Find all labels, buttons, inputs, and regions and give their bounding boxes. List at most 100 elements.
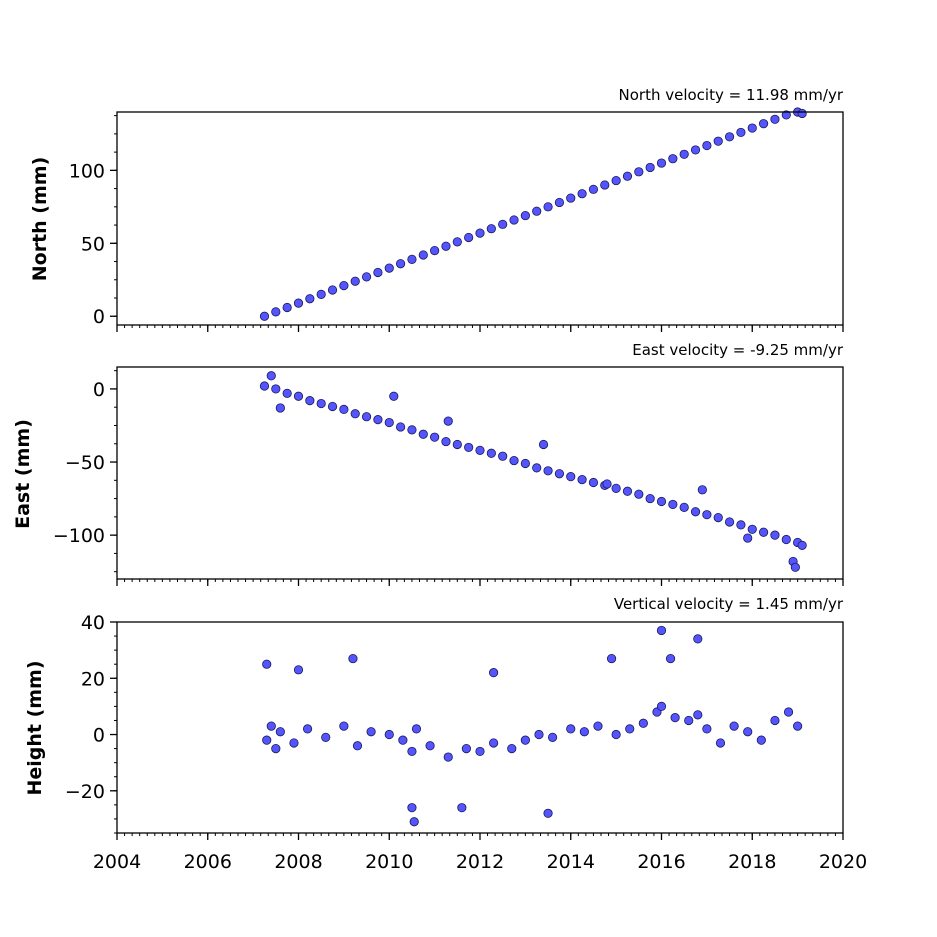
east-data-point bbox=[271, 384, 281, 394]
height-data-point bbox=[625, 724, 635, 734]
north-data-point bbox=[634, 167, 644, 177]
height-y-axis-label: Height (mm) bbox=[24, 660, 46, 795]
east-data-point bbox=[679, 502, 689, 512]
east-data-point bbox=[602, 479, 612, 489]
north-points bbox=[259, 107, 807, 321]
height-data-point bbox=[407, 803, 417, 813]
east-data-point bbox=[443, 416, 453, 426]
height-axes-frame bbox=[116, 621, 844, 834]
height-data-point bbox=[606, 653, 617, 664]
east-data-point bbox=[588, 477, 599, 488]
east-data-point bbox=[395, 422, 406, 432]
east-data-point bbox=[259, 381, 270, 391]
height-y-tick-label: 0 bbox=[93, 725, 105, 747]
height-data-point bbox=[702, 724, 712, 734]
north-data-point bbox=[395, 259, 406, 269]
height-data-point bbox=[684, 715, 694, 726]
north-data-point bbox=[600, 180, 610, 190]
east-panel: East velocity = -9.25 mm/yr East (mm) 0 −… bbox=[12, 341, 844, 586]
north-data-point bbox=[373, 267, 383, 278]
height-data-point bbox=[783, 707, 794, 717]
x-tick-label: 2016 bbox=[637, 851, 685, 873]
east-data-point bbox=[361, 412, 372, 422]
north-data-point bbox=[384, 263, 394, 273]
east-data-point bbox=[389, 391, 399, 401]
north-data-point bbox=[747, 123, 757, 133]
north-y-axis-label: North (mm) bbox=[29, 157, 51, 282]
height-data-point bbox=[520, 735, 530, 745]
east-data-point bbox=[724, 517, 735, 527]
east-data-point bbox=[743, 533, 753, 543]
north-data-point bbox=[588, 184, 599, 194]
east-y-tick-label: −50 bbox=[65, 452, 105, 474]
east-data-point bbox=[781, 534, 791, 545]
east-data-point bbox=[797, 540, 807, 550]
height-data-point bbox=[289, 738, 299, 748]
north-y-tick-label: 0 bbox=[93, 306, 105, 328]
east-data-point bbox=[713, 512, 723, 523]
east-data-point bbox=[464, 442, 474, 453]
north-panel: North velocity = 11.98 mm/yr North (mm) … bbox=[29, 86, 844, 332]
north-data-point bbox=[350, 276, 360, 286]
height-data-point bbox=[266, 721, 276, 731]
east-data-point bbox=[486, 448, 496, 458]
east-data-point bbox=[566, 472, 576, 482]
east-ticks: 0 −50 −100 bbox=[53, 370, 844, 586]
east-data-point bbox=[452, 439, 462, 450]
east-data-point bbox=[690, 507, 701, 517]
height-data-point bbox=[398, 735, 408, 745]
x-tick-label: 2014 bbox=[547, 851, 595, 873]
height-panel: Vertical velocity = 1.45 mm/yr Height (m… bbox=[24, 595, 844, 840]
height-data-point bbox=[638, 718, 648, 728]
north-data-point bbox=[554, 197, 565, 208]
height-data-point bbox=[566, 724, 576, 734]
height-data-point bbox=[729, 721, 739, 731]
height-data-point bbox=[665, 653, 676, 664]
north-y-tick-label: 100 bbox=[69, 160, 105, 182]
north-data-point bbox=[339, 281, 349, 291]
north-data-point bbox=[770, 114, 780, 124]
height-data-point bbox=[543, 808, 553, 818]
height-data-point bbox=[670, 713, 680, 723]
east-data-point bbox=[554, 469, 565, 479]
north-data-point bbox=[271, 307, 281, 317]
north-data-point bbox=[532, 206, 542, 216]
east-data-point bbox=[538, 439, 549, 450]
height-data-point bbox=[770, 715, 780, 726]
east-y-axis-label: East (mm) bbox=[12, 419, 34, 529]
north-data-point bbox=[543, 202, 553, 212]
north-data-point bbox=[679, 149, 689, 159]
height-data-point bbox=[579, 727, 589, 737]
north-data-point bbox=[430, 245, 440, 256]
east-data-point bbox=[543, 466, 553, 476]
height-data-point bbox=[693, 634, 703, 644]
height-data-point bbox=[593, 721, 603, 731]
height-data-point bbox=[366, 727, 376, 737]
north-data-point bbox=[645, 162, 655, 173]
east-data-point bbox=[430, 432, 440, 442]
height-data-point bbox=[425, 741, 435, 751]
vertical-velocity-title: Vertical velocity = 1.45 mm/yr bbox=[614, 595, 844, 613]
height-data-point bbox=[475, 746, 485, 757]
east-data-point bbox=[384, 417, 394, 428]
east-points bbox=[259, 371, 807, 572]
east-data-point bbox=[747, 524, 757, 534]
x-tick-label: 2004 bbox=[93, 851, 141, 873]
east-data-point bbox=[668, 499, 678, 510]
height-data-point bbox=[793, 721, 803, 731]
north-data-point bbox=[452, 237, 462, 247]
height-data-point bbox=[339, 721, 349, 731]
height-data-point bbox=[293, 665, 304, 675]
north-data-point bbox=[293, 298, 304, 308]
north-data-point bbox=[407, 254, 417, 264]
east-data-point bbox=[327, 401, 338, 412]
east-data-point bbox=[441, 436, 451, 447]
height-data-point bbox=[411, 724, 422, 734]
east-data-point bbox=[339, 404, 349, 414]
height-data-point bbox=[656, 701, 667, 712]
east-data-point bbox=[532, 463, 542, 473]
height-data-point bbox=[611, 729, 621, 740]
north-data-point bbox=[441, 241, 451, 251]
north-data-point bbox=[509, 215, 519, 225]
